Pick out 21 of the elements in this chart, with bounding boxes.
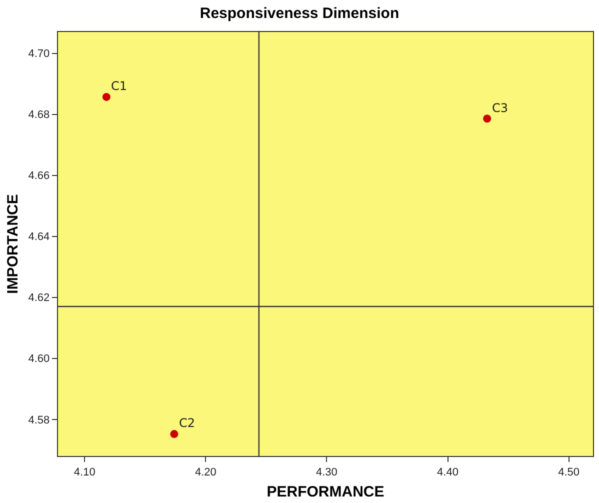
point <box>483 114 492 123</box>
point <box>170 430 178 438</box>
y-tick-label: 4.58 <box>28 414 50 426</box>
annotation: C3 <box>492 101 508 115</box>
x-tick-label: 4.10 <box>74 466 96 478</box>
chart-title: Responsiveness Dimension <box>200 5 400 22</box>
annotation: C1 <box>111 79 128 93</box>
y-tick-label: 4.64 <box>28 231 50 244</box>
annotation: C2 <box>179 416 196 430</box>
x-axis-title: PERFORMANCE <box>266 483 384 500</box>
y-tick-label: 4.60 <box>28 353 50 366</box>
y-axis-title: IMPORTANCE <box>4 194 22 294</box>
x-tick-label: 4.30 <box>316 466 338 478</box>
x-tick-label: 4.50 <box>558 466 580 478</box>
x-tick-label: 4.40 <box>437 466 458 478</box>
y-tick-label: 4.66 <box>28 170 50 182</box>
point <box>102 92 110 101</box>
y-tick-label: 4.70 <box>28 48 50 60</box>
x-tick-label: 4.20 <box>194 466 216 478</box>
y-tick-label: 4.68 <box>28 109 50 122</box>
y-tick-label: 4.62 <box>28 292 50 304</box>
